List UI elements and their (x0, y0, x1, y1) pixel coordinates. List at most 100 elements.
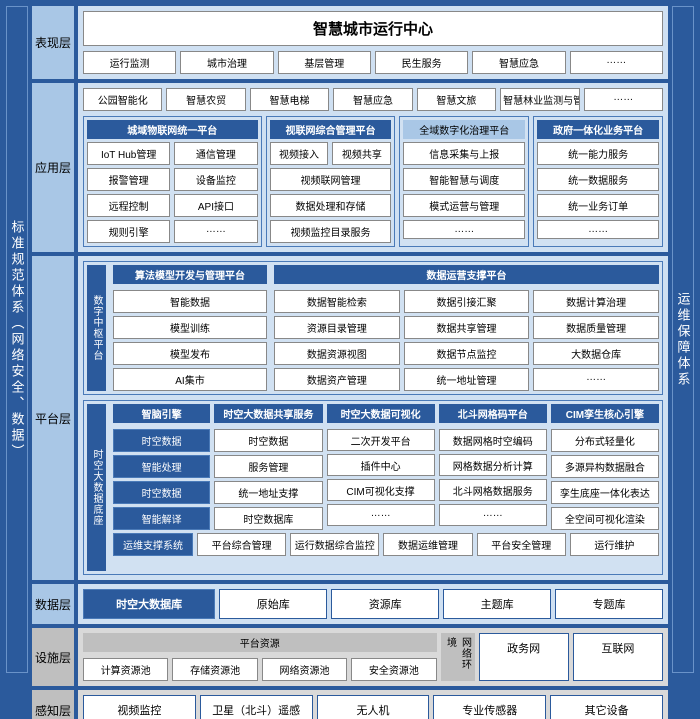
cell: 数据共享管理 (404, 316, 530, 339)
db-cell: 主题库 (443, 589, 551, 619)
cell: 安全资源池 (351, 658, 436, 681)
cell: 智能数据 (113, 290, 267, 313)
ops-row: 运维支撑系统 平台综合管理运行数据综合监控数据运维管理平台安全管理运行维护 (113, 533, 659, 556)
layer-label: 平台层 (32, 256, 74, 580)
cell: 通信管理 (174, 142, 257, 165)
layer-application: 应用层 公园智能化智慧农贸智慧电梯智慧应急智慧文旅智慧林业监测与管理…… 城域物… (32, 83, 668, 252)
spacetime-base: 时空大数据底座 智脑引擎 时空数据智能处理时空数据智能解译 时空大数据共享服务 … (83, 400, 663, 575)
cell: …… (584, 88, 663, 111)
cell: 民生服务 (375, 51, 468, 74)
group-title: CIM孪生核心引擎 (551, 404, 659, 423)
group-title: 时空大数据共享服务 (214, 404, 322, 423)
cell: 数据资产管理 (274, 368, 400, 391)
side-label: 时空大数据底座 (87, 404, 106, 571)
cell: 信息采集与上报 (403, 142, 525, 165)
cell: 视频共享 (332, 142, 391, 165)
cell: 服务管理 (214, 455, 322, 478)
layer-data: 数据层 时空大数据库 原始库 资源库 主题库 专题库 (32, 584, 668, 624)
cell: …… (174, 220, 257, 243)
cell: CIM可视化支撑 (327, 479, 435, 501)
gov-integrated-platform: 政府一体化业务平台 统一能力服务统一数据服务统一业务订单…… (533, 116, 663, 247)
app-platforms: 城域物联网统一平台 IoT Hub管理报警管理远程控制规则引擎 通信管理设备监控… (83, 116, 663, 247)
cell: 智慧林业监测与管理 (500, 88, 579, 111)
cell: 视频联网管理 (270, 168, 392, 191)
cell: 计算资源池 (83, 658, 168, 681)
cell: 统一数据服务 (537, 168, 659, 191)
layer-label: 感知层 (32, 690, 74, 719)
cell: 智能智慧与调度 (403, 168, 525, 191)
cell: 数据质量管理 (533, 316, 659, 339)
cell: 存储资源池 (172, 658, 257, 681)
ops-title: 运维支撑系统 (113, 533, 193, 556)
layer-body: 公园智能化智慧农贸智慧电梯智慧应急智慧文旅智慧林业监测与管理…… 城域物联网统一… (78, 83, 668, 252)
net-label: 网络环境 (441, 633, 475, 681)
cell: 智慧电梯 (250, 88, 329, 111)
cell: 视频接入 (270, 142, 329, 165)
cell: 时空数据 (113, 429, 210, 452)
cell: 政务网 (479, 633, 569, 681)
cell: 智能解译 (113, 507, 210, 530)
cell: …… (403, 220, 525, 239)
cell: 平台综合管理 (197, 533, 286, 556)
cell: 时空数据 (214, 429, 322, 452)
group-title: 政府一体化业务平台 (537, 120, 659, 139)
group-title: 全域数字化治理平台 (403, 120, 525, 139)
cell: 远程控制 (87, 194, 170, 217)
iot-cols: IoT Hub管理报警管理远程控制规则引擎 通信管理设备监控API接口…… (87, 142, 258, 243)
architecture-diagram: 标准规范体系（网络安全、数据） 表现层 智慧城市运行中心 运行监测城市治理基层管… (0, 0, 700, 679)
cell: 数据智能检索 (274, 290, 400, 313)
group-title: 时空大数据可视化 (327, 404, 435, 423)
cell: 智慧文旅 (417, 88, 496, 111)
cell: 报警管理 (87, 168, 170, 191)
db-cell: 资源库 (331, 589, 439, 619)
center-title: 智慧城市运行中心 (83, 11, 663, 46)
layer-label: 数据层 (32, 584, 74, 624)
cell: 资源目录管理 (274, 316, 400, 339)
cell: 全空间可视化渲染 (551, 507, 659, 530)
left-pillar: 标准规范体系（网络安全、数据） (6, 6, 28, 673)
cell: …… (533, 368, 659, 391)
cell: 时空数据 (113, 481, 210, 504)
cell: 互联网 (573, 633, 663, 681)
digital-hub: 数字中枢平台 算法模型开发与管理平台 智能数据模型训练模型发布AI集市 数据运营… (83, 261, 663, 395)
cell: 数据处理和存储 (270, 194, 392, 217)
layer-body: 数字中枢平台 算法模型开发与管理平台 智能数据模型训练模型发布AI集市 数据运营… (78, 256, 668, 580)
cell: 卫星（北斗）遥感 (200, 695, 313, 719)
cell: 网络资源池 (262, 658, 347, 681)
cell: …… (439, 504, 547, 526)
cell: API接口 (174, 194, 257, 217)
presentation-tabs: 运行监测城市治理基层管理民生服务智慧应急…… (83, 51, 663, 74)
cell: 智慧应急 (472, 51, 565, 74)
group-title: 智脑引擎 (113, 404, 210, 423)
cell: 数据节点监控 (404, 342, 530, 365)
video-platform: 视联网综合管理平台 视频接入 视频共享 视频联网管理 数据处理和存储 视频监控目… (266, 116, 396, 247)
layer-label: 表现层 (32, 6, 74, 79)
cell: 平台安全管理 (477, 533, 566, 556)
cell: 二次开发平台 (327, 429, 435, 451)
cell: …… (327, 504, 435, 526)
group-title: 平台资源 (83, 633, 437, 652)
cell: 网格数据分析计算 (439, 454, 547, 476)
cell: 分布式轻量化 (551, 429, 659, 452)
cell: 孪生底座一体化表达 (551, 481, 659, 504)
digital-gov-platform: 全域数字化治理平台 信息采集与上报智能智慧与调度模式运营与管理…… (399, 116, 529, 247)
cell: 基层管理 (278, 51, 371, 74)
cell: 专业传感器 (433, 695, 546, 719)
cell: 规则引擎 (87, 220, 170, 243)
cell: 智慧应急 (333, 88, 412, 111)
cell: 大数据仓库 (533, 342, 659, 365)
app-row: 公园智能化智慧农贸智慧电梯智慧应急智慧文旅智慧林业监测与管理…… (83, 88, 663, 111)
layer-presentation: 表现层 智慧城市运行中心 运行监测城市治理基层管理民生服务智慧应急…… (32, 6, 668, 79)
group-title: 算法模型开发与管理平台 (113, 265, 267, 284)
group-title: 城域物联网统一平台 (87, 120, 258, 139)
cell: 多源异构数据融合 (551, 455, 659, 478)
cell: 视频监控目录服务 (270, 220, 392, 243)
db-cell: 专题库 (555, 589, 663, 619)
cell: 设备监控 (174, 168, 257, 191)
cell: 运行数据综合监控 (290, 533, 379, 556)
cell: 统一业务订单 (537, 194, 659, 217)
cell: …… (537, 220, 659, 239)
layer-body: 平台资源 计算资源池存储资源池网络资源池安全资源池 网络环境 政务网互联网 (78, 628, 668, 686)
cell: 其它设备 (550, 695, 663, 719)
side-label: 数字中枢平台 (87, 265, 106, 391)
